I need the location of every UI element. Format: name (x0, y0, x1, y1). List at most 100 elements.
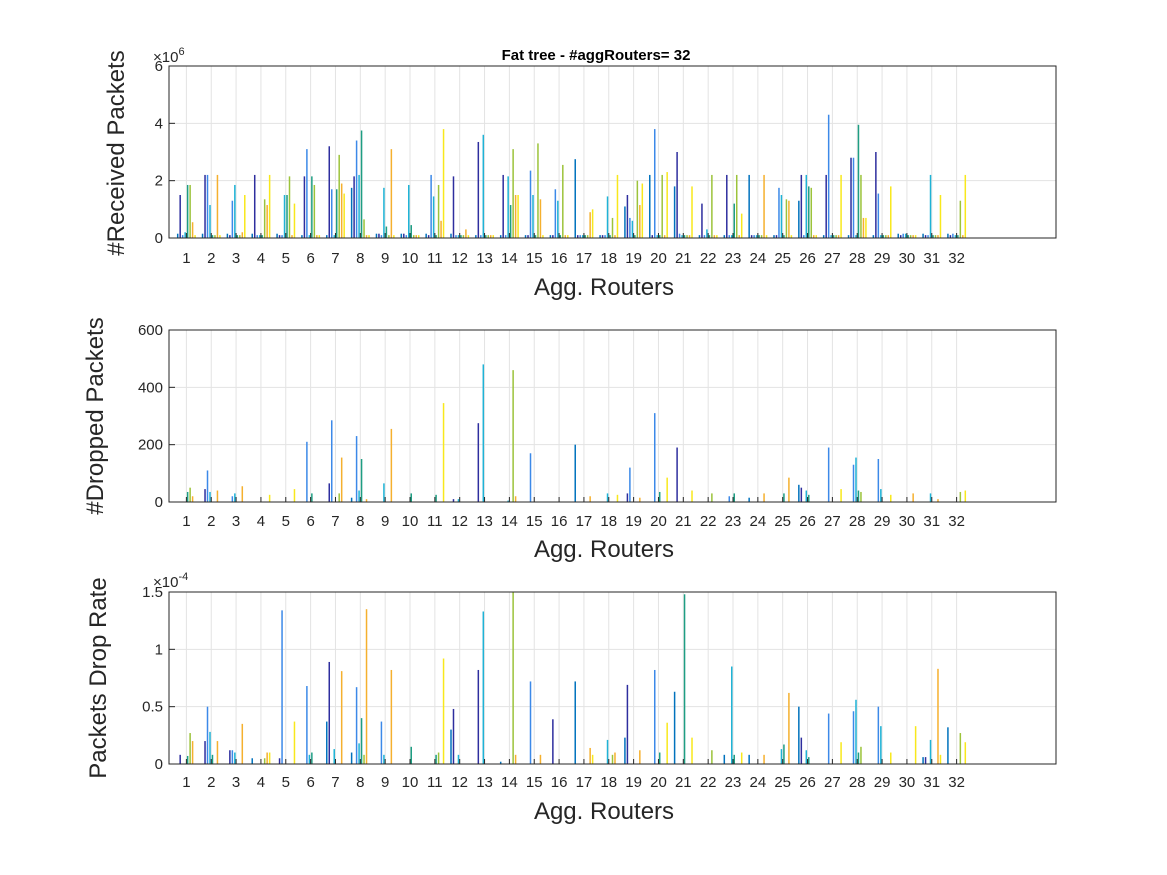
received-bar (400, 233, 403, 238)
received-bar (815, 235, 817, 238)
drop-rate-bar (365, 609, 368, 764)
received-x-tick-label: 30 (899, 250, 916, 267)
dropped-bar (857, 490, 860, 502)
received-bar (629, 217, 631, 238)
received-bar (455, 235, 457, 238)
received-bar (604, 235, 606, 238)
received-bar (216, 174, 219, 238)
dropped-x-tick-label: 9 (381, 513, 389, 530)
received-axes-box (168, 65, 1057, 239)
received-bar (952, 233, 954, 238)
received-bar (788, 200, 790, 238)
drop-rate-x-tick-label: 6 (306, 774, 314, 791)
dropped-x-tick-label: 12 (451, 513, 468, 530)
received-bar (907, 235, 909, 238)
received-bar (673, 186, 676, 238)
received-bar (181, 235, 184, 238)
received-bar (562, 164, 564, 238)
dropped-bar (728, 496, 731, 502)
received-x-tick-label: 13 (476, 250, 493, 267)
drop-rate-bar (658, 752, 661, 764)
received-bar (748, 174, 750, 238)
dropped-bar (959, 491, 962, 502)
received-bar (564, 235, 567, 238)
received-bar (827, 114, 830, 238)
drop-rate-bar (731, 666, 733, 764)
received-bar (681, 235, 683, 238)
dropped-bar (616, 494, 619, 502)
received-bar (658, 235, 661, 238)
received-bar (236, 235, 239, 238)
drop-rate-x-tick-label: 14 (501, 774, 518, 791)
received-x-tick-label: 32 (948, 250, 965, 267)
dropped-x-tick-label: 18 (600, 513, 617, 530)
dropped-x-tick-label: 5 (282, 513, 290, 530)
drop-rate-bar (358, 743, 360, 764)
received-bar (803, 235, 805, 238)
drop-rate-bar (840, 742, 842, 764)
received-bar (266, 205, 268, 238)
drop-rate-bar (293, 721, 296, 764)
received-bar (288, 176, 291, 238)
received-bar (909, 235, 912, 238)
dropped-bar (783, 493, 785, 502)
received-bar (507, 176, 509, 238)
dropped-x-tick-label: 24 (750, 513, 767, 530)
received-bar (686, 235, 688, 238)
received-bar (887, 235, 890, 238)
drop-rate-bar (733, 754, 735, 764)
received-bar (206, 174, 209, 238)
drop-rate-y-tick-label: 1 (155, 641, 163, 658)
dropped-axes-box (168, 329, 1057, 503)
dropped-bars (186, 364, 967, 502)
drop-rate-bar (450, 729, 452, 764)
received-bar (549, 235, 552, 238)
drop-rate-bar (363, 754, 365, 764)
received-bar (239, 235, 241, 238)
received-x-tick-label: 31 (923, 250, 940, 267)
received-bar (427, 235, 430, 238)
received-x-tick-label: 4 (257, 250, 265, 267)
received-bar (837, 235, 840, 238)
drop-rate-y-tick-label: 0 (155, 756, 163, 773)
received-bar (649, 174, 651, 238)
received-x-tick-label: 20 (650, 250, 667, 267)
received-bar (316, 235, 318, 238)
drop-rate-x-label: Agg. Routers (534, 798, 674, 825)
dropped-y-tick-label: 600 (138, 322, 163, 339)
received-bar (850, 157, 852, 238)
received-x-tick-label: 25 (774, 250, 791, 267)
dropped-bar (937, 499, 939, 502)
received-bar (450, 233, 452, 238)
received-bar (902, 233, 904, 238)
drop-rate-exponent: ×10-4 (153, 571, 188, 591)
drop-rate-bar (959, 733, 962, 764)
received-x-tick-label: 9 (381, 250, 389, 267)
drop-rate-bar (860, 746, 862, 764)
received-bar (437, 184, 440, 238)
received-bar (937, 235, 939, 238)
dropped-bar (855, 457, 857, 502)
received-bar (358, 174, 360, 238)
received-bar (716, 235, 718, 238)
drop-rate-y-ticks: 0 0.5 1 1.5 (142, 584, 175, 773)
received-bar (281, 235, 283, 238)
dropped-x-tick-label: 20 (650, 513, 667, 530)
dropped-bar (234, 493, 236, 502)
received-bar (927, 235, 929, 238)
received-bar (417, 235, 420, 238)
dropped-bar (653, 413, 656, 502)
dropped-bar (507, 500, 509, 502)
received-bar (308, 235, 311, 238)
drop-rate-x-tick-label: 26 (799, 774, 816, 791)
received-x-tick-label: 24 (750, 250, 767, 267)
drop-rate-y-tick-label: 1.5 (142, 584, 163, 601)
received-bar (415, 235, 417, 238)
drop-rate-x-tick-label: 24 (750, 774, 767, 791)
drop-rate-bar (673, 691, 676, 764)
drop-rate-x-tick-label: 18 (600, 774, 617, 791)
received-bar (790, 235, 793, 238)
received-y-ticks: 0 2 4 6 (155, 58, 175, 247)
drop-rate-bar (914, 726, 917, 764)
